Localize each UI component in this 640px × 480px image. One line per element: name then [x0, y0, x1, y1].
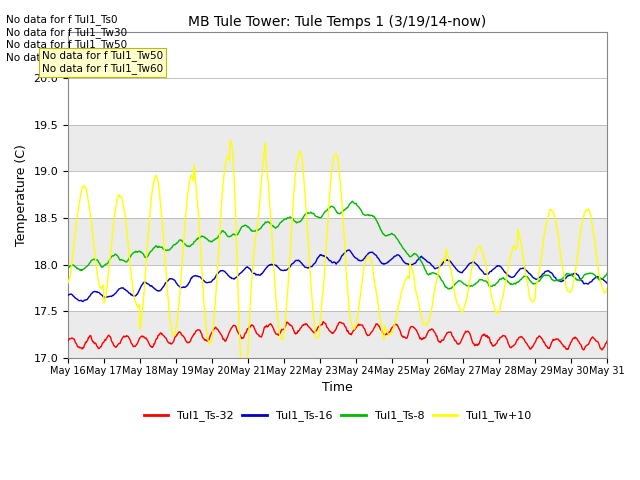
Text: No data for f Tul1_Ts0
No data for f Tul1_Tw30
No data for f Tul1_Tw50
No data f: No data for f Tul1_Ts0 No data for f Tul… — [6, 14, 127, 63]
Bar — [68, 125, 607, 171]
Bar — [68, 312, 607, 358]
Legend: Tul1_Ts-32, Tul1_Ts-16, Tul1_Ts-8, Tul1_Tw+10: Tul1_Ts-32, Tul1_Ts-16, Tul1_Ts-8, Tul1_… — [139, 406, 536, 426]
Text: No data for f Tul1_Tw50
No data for f Tul1_Tw60: No data for f Tul1_Tw50 No data for f Tu… — [42, 50, 163, 74]
Bar — [68, 218, 607, 265]
X-axis label: Time: Time — [322, 381, 353, 394]
Title: MB Tule Tower: Tule Temps 1 (3/19/14-now): MB Tule Tower: Tule Temps 1 (3/19/14-now… — [189, 15, 487, 29]
Y-axis label: Temperature (C): Temperature (C) — [15, 144, 28, 246]
